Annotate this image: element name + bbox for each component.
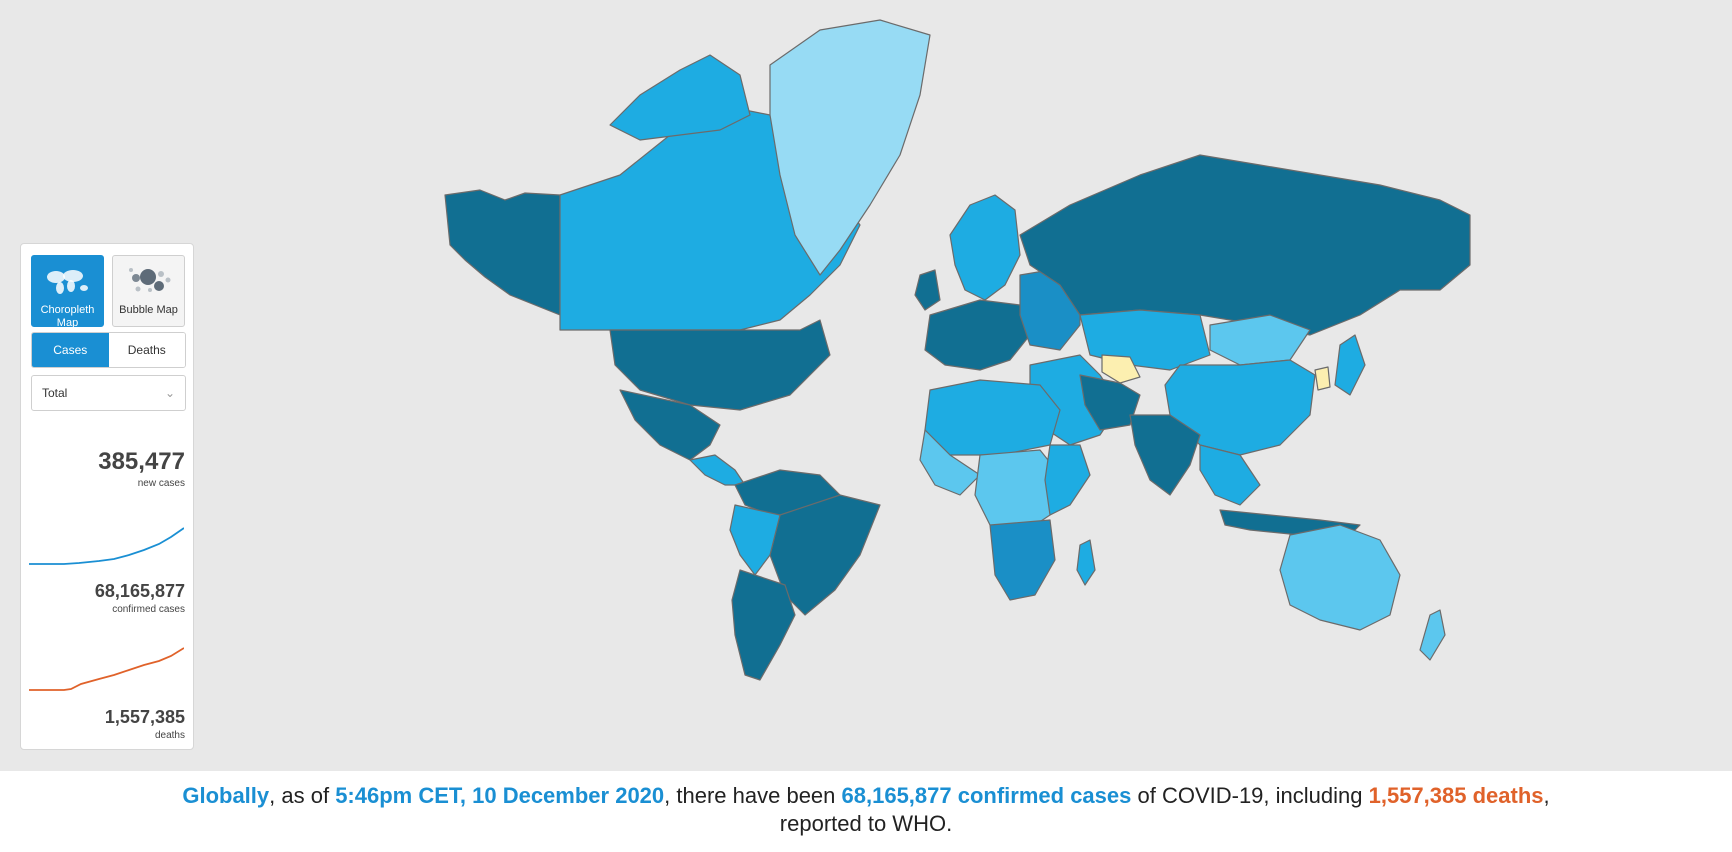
tab-deaths[interactable]: Deaths: [108, 333, 185, 367]
region-russia[interactable]: [1019, 154, 1471, 336]
region-peru-bolivia[interactable]: [729, 504, 781, 576]
deaths-trend-line: [29, 647, 184, 691]
region-north-africa[interactable]: [924, 379, 1061, 456]
region-arctic-islands[interactable]: [609, 54, 751, 141]
caption-globally: Globally: [182, 783, 270, 808]
confirmed-cases-count: 68,165,877: [94, 581, 185, 601]
caption-text-5: reported to WHO.: [779, 811, 953, 836]
region-usa[interactable]: [609, 319, 831, 411]
region-greenland[interactable]: [769, 19, 931, 276]
caption-text-2: , there have been: [664, 783, 842, 808]
region-brazil[interactable]: [769, 494, 881, 616]
region-argentina-chile[interactable]: [731, 569, 796, 681]
region-southeast-asia[interactable]: [1199, 444, 1261, 506]
summary-caption: Globally, as of 5:46pm CET, 10 December …: [0, 782, 1732, 838]
region-north-korea[interactable]: [1314, 366, 1331, 391]
new-cases-count: 385,477: [98, 448, 185, 475]
region-iran[interactable]: [1079, 374, 1141, 431]
new-cases-label: new cases: [137, 478, 185, 489]
bubble-map-label: Bubble Map: [119, 304, 178, 316]
bubbles-icon: [129, 268, 171, 292]
region-china[interactable]: [1164, 359, 1316, 456]
region-western-europe[interactable]: [924, 299, 1031, 371]
caption-text-3: of COVID-19, including: [1131, 783, 1369, 808]
chevron-down-icon: ⌄: [164, 386, 175, 400]
choropleth-map-label: Choropleth Map: [40, 304, 95, 329]
region-west-africa[interactable]: [919, 429, 981, 496]
region-central-america[interactable]: [689, 454, 746, 486]
metric-toggle: Cases Deaths: [31, 332, 186, 368]
deaths-label: deaths: [154, 730, 185, 741]
region-australia[interactable]: [1279, 524, 1401, 631]
deaths-trend-chart: [29, 647, 184, 691]
period-select[interactable]: Total ⌄: [31, 375, 186, 411]
region-uk[interactable]: [914, 269, 941, 311]
world-map-icon: [47, 270, 88, 294]
region-japan[interactable]: [1334, 334, 1366, 396]
caption-text-4: ,: [1543, 783, 1550, 808]
region-east-africa[interactable]: [1044, 444, 1091, 516]
map-area[interactable]: [0, 0, 1732, 771]
region-scandinavia[interactable]: [949, 194, 1021, 301]
region-southern-africa[interactable]: [989, 519, 1056, 601]
caption-text-1: , as of: [269, 783, 336, 808]
region-alaska[interactable]: [444, 189, 561, 316]
region-new-zealand[interactable]: [1419, 609, 1446, 661]
bubble-map-button[interactable]: Bubble Map: [112, 255, 185, 327]
region-madagascar[interactable]: [1076, 539, 1096, 586]
tab-cases[interactable]: Cases: [32, 333, 109, 367]
confirmed-trend-chart: [29, 527, 184, 565]
region-mexico[interactable]: [619, 389, 721, 461]
world-map[interactable]: [440, 15, 1476, 685]
deaths-count: 1,557,385: [104, 707, 185, 727]
choropleth-map-button[interactable]: Choropleth Map: [31, 255, 104, 329]
caption-confirmed-cases: 68,165,877 confirmed cases: [841, 783, 1132, 808]
caption-timestamp: 5:46pm CET, 10 December 2020: [335, 783, 665, 808]
confirmed-trend-line: [29, 527, 184, 565]
map-control-panel: Choropleth Map Bubble Map Cases Deaths T…: [20, 243, 194, 750]
period-select-value: Total: [42, 386, 68, 400]
confirmed-cases-label: confirmed cases: [112, 604, 185, 615]
region-kazakhstan[interactable]: [1079, 309, 1211, 371]
region-india[interactable]: [1129, 414, 1201, 496]
caption-deaths: 1,557,385 deaths: [1368, 783, 1544, 808]
region-turkmenistan[interactable]: [1101, 354, 1141, 384]
